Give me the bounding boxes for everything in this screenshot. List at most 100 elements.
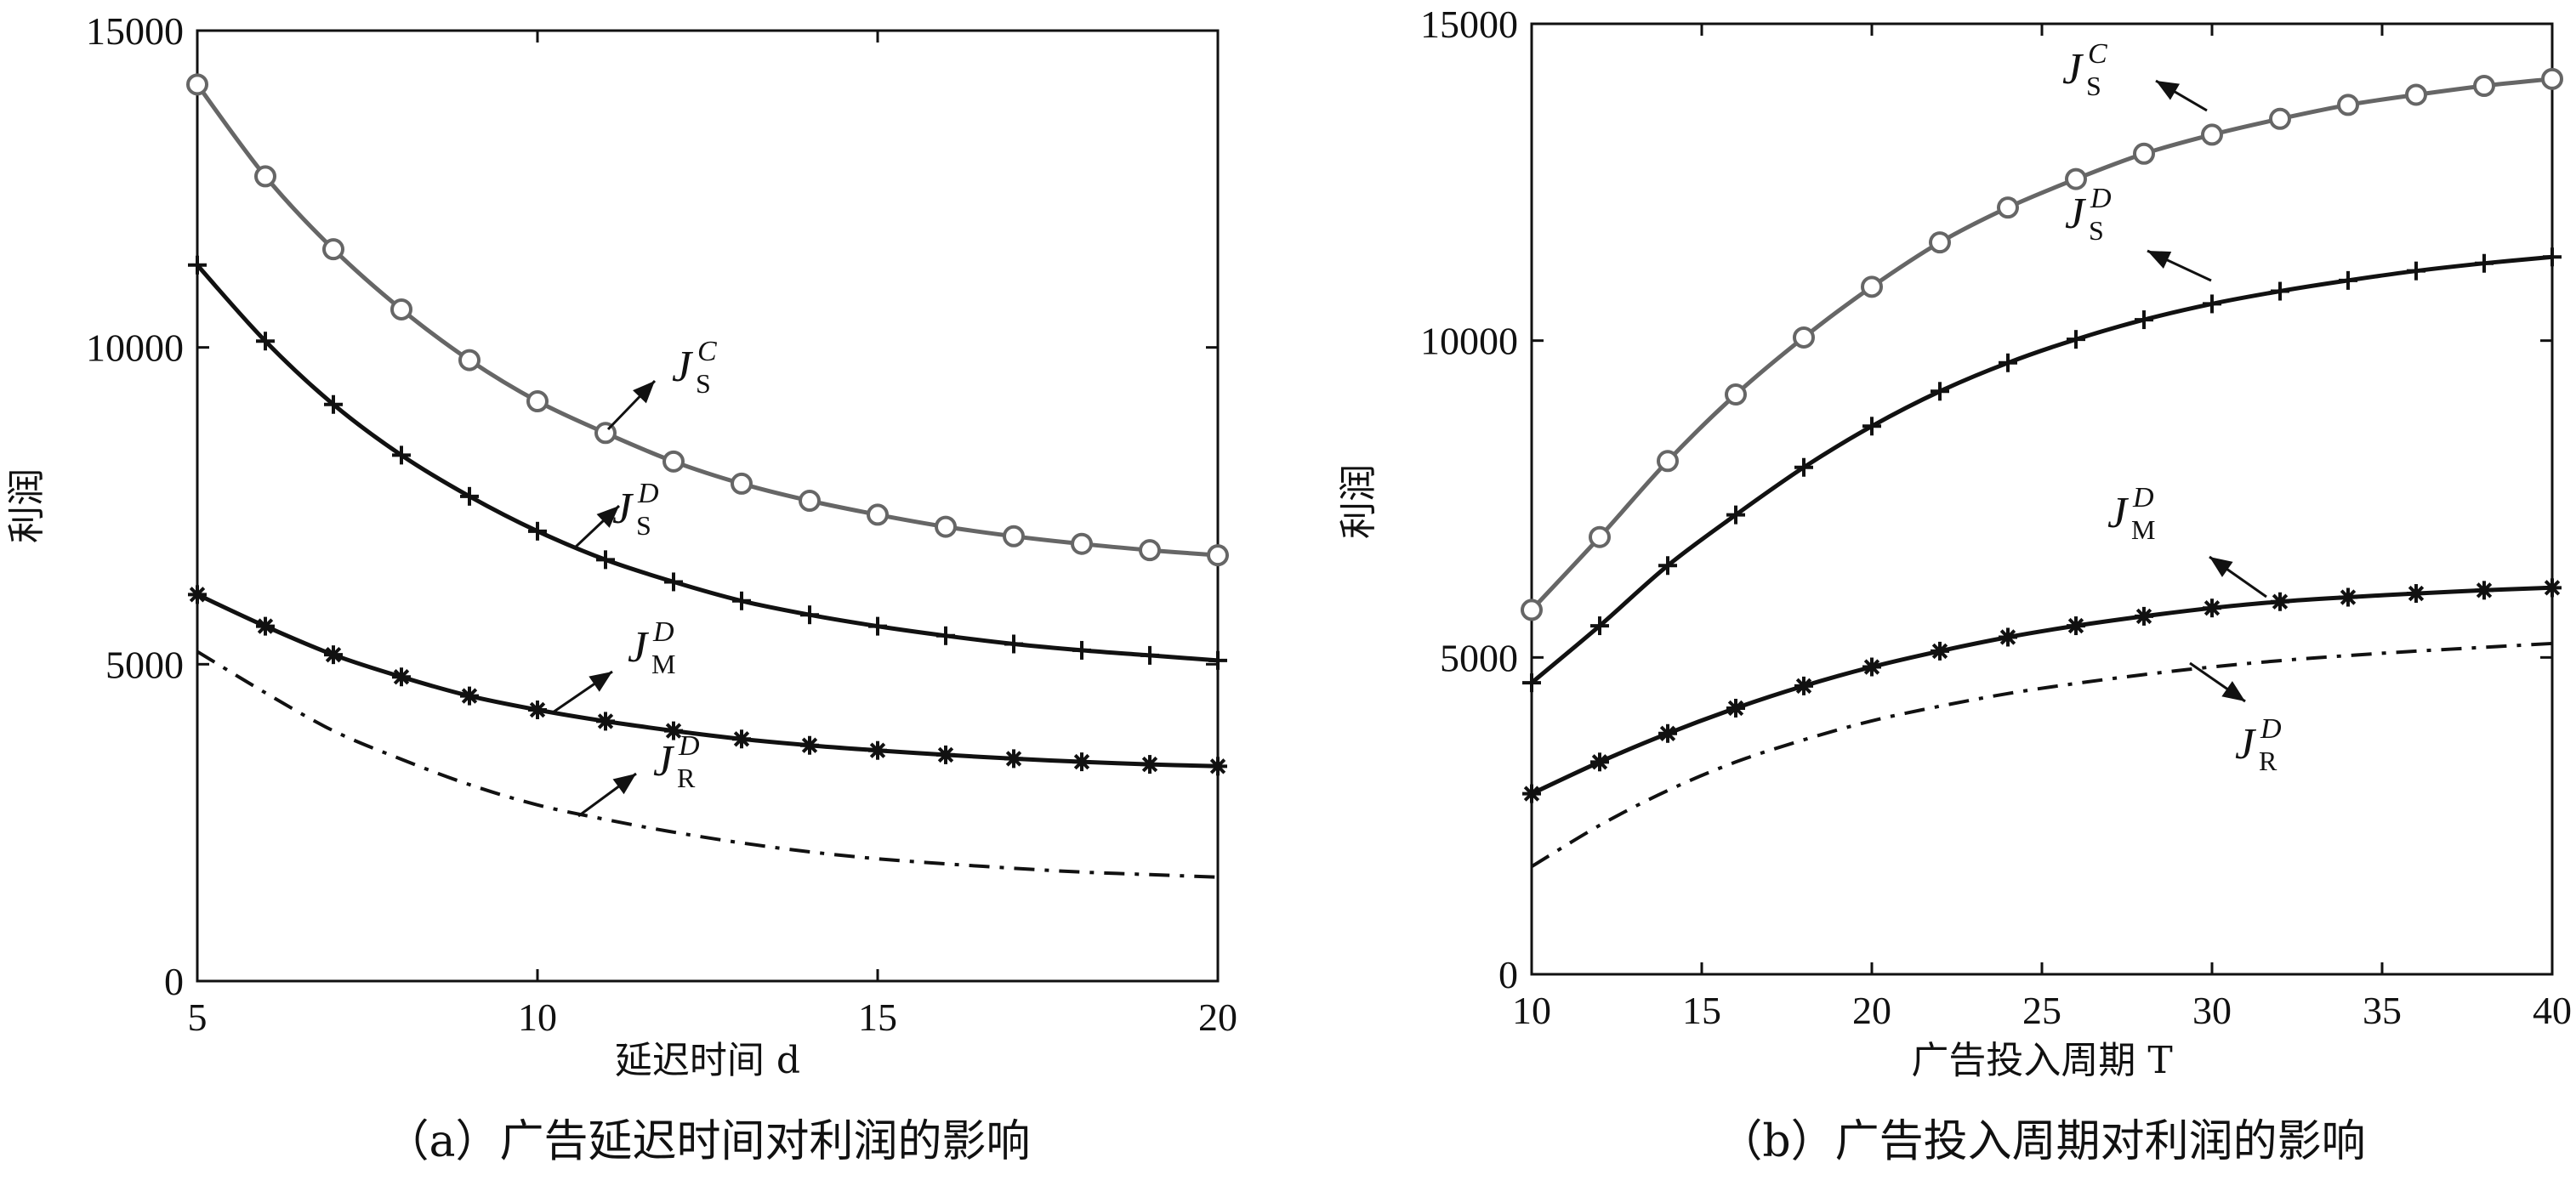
chart-a-label-arrowhead xyxy=(633,381,655,404)
chart-b-point-stroke xyxy=(2067,617,2084,634)
chart-a-xtick-label: 15 xyxy=(858,996,897,1039)
chart-a-point-JMD xyxy=(1072,752,1091,772)
chart-b-xtick-label: 40 xyxy=(2533,989,2572,1032)
chart-b-point-JSD xyxy=(2135,310,2153,330)
chart-b-point-JMD xyxy=(1726,698,1745,718)
chart-a-point-stroke xyxy=(189,587,206,603)
chart-b-xtick-label: 10 xyxy=(1512,989,1551,1032)
chart-b-ylabel: 利润 xyxy=(1337,464,1380,539)
chart-b-label-JSD: J DS xyxy=(2065,183,2212,282)
chart-b-point-JSD xyxy=(2407,261,2425,281)
chart-b-label-JMD: J DM xyxy=(2107,482,2267,599)
chart-a-point-stroke xyxy=(257,618,274,634)
chart-a-point-JSC xyxy=(186,73,208,96)
chart-a-xlabel: 延迟时间 d xyxy=(615,1039,800,1082)
chart-b-label-JSC: J CS xyxy=(2062,38,2208,112)
chart-b-series-line-JSC xyxy=(1530,77,2553,612)
chart-b-point-stroke xyxy=(1591,754,1608,770)
chart-b-series xyxy=(1521,67,2563,869)
chart-b-label-main: J xyxy=(2065,190,2087,238)
chart-b-point-JMD xyxy=(1862,657,1881,677)
chart-a-point-JSC xyxy=(662,450,685,473)
chart-b-point-JSD xyxy=(1999,353,2017,372)
chart-b-point-JMD xyxy=(1931,641,1949,661)
chart-b-point-JMD xyxy=(2203,599,2221,618)
chart-b-point-JSD xyxy=(1658,556,1677,576)
chart-a-point-JSD xyxy=(324,394,343,414)
chart-b-label-sub: S xyxy=(2089,215,2104,246)
chart-a-point-JSC xyxy=(1003,525,1025,547)
chart-b-xtick-label: 35 xyxy=(2363,989,2402,1032)
chart-a-point-JMD xyxy=(460,686,479,706)
chart-b-label-sup: D xyxy=(2260,713,2282,745)
chart-b-frame xyxy=(1530,22,2554,976)
chart-a-point-JSD xyxy=(188,255,207,275)
chart-a-point-JSD xyxy=(800,605,819,625)
chart-a-label-main: J xyxy=(628,623,650,672)
chart-a-point-JMD xyxy=(596,712,615,731)
chart-b-point-JMD xyxy=(2339,587,2357,607)
chart-a-label-JMD: J DM xyxy=(552,616,675,714)
chart-b-point-stroke xyxy=(1863,659,1880,675)
chart-a-point-JMD xyxy=(664,721,683,740)
chart-a-point-stroke xyxy=(1005,751,1022,767)
chart-b-point-JMD xyxy=(1999,627,2017,647)
chart-a-point-JSC xyxy=(322,238,344,261)
chart-a-point-JMD xyxy=(256,616,275,636)
chart-a-point-JSD xyxy=(936,626,955,645)
chart-a-point-stroke xyxy=(529,701,546,718)
chart-b-point-JMD xyxy=(1658,723,1677,743)
chart-a-point-JSC xyxy=(1139,539,1161,562)
chart-b-point-stroke xyxy=(1999,629,2016,645)
chart-a-point-JSC xyxy=(1071,532,1093,555)
chart-b-label-JRD: J DR xyxy=(2189,661,2282,776)
chart-a-ytick-label: 5000 xyxy=(105,643,184,686)
chart-b-point-JSD xyxy=(2271,281,2289,301)
chart-a-point-JSD xyxy=(460,486,479,506)
chart-a-point-stroke xyxy=(1209,758,1226,774)
chart-a-label-JSD: J DS xyxy=(572,478,659,550)
chart-b-point-stroke xyxy=(2204,600,2221,616)
chart-b-point-JSC xyxy=(2541,67,2563,90)
chart-a-point-stroke xyxy=(597,713,614,729)
chart-a-point-JMD xyxy=(732,729,751,749)
chart-b-xtick-label: 30 xyxy=(2192,989,2232,1032)
chart-a-point-JMD xyxy=(1140,755,1159,774)
chart-b-label-sub: R xyxy=(2259,746,2277,776)
chart-b-point-stroke xyxy=(1659,725,1676,741)
chart-b-point-JSC xyxy=(2337,94,2359,116)
chart-a-series-line-JRD xyxy=(196,650,1219,879)
chart-a-series xyxy=(186,73,1229,879)
chart-a-label-sub: R xyxy=(677,763,696,793)
chart-a-ytick-label: 15000 xyxy=(86,9,184,53)
chart-b-xtick-label: 20 xyxy=(1852,989,1891,1032)
chart-b-label-arrowhead xyxy=(2156,81,2181,100)
chart-b-point-JMD xyxy=(2067,616,2085,636)
chart-b-series-line-JSD xyxy=(1530,254,2553,685)
chart-b-label-arrowhead xyxy=(2209,557,2233,577)
chart-b-series-line-JMD xyxy=(1530,585,2553,796)
chart-a-point-stroke xyxy=(869,742,886,758)
chart-b-point-JSD xyxy=(2203,294,2221,314)
chart-b-point-JSD xyxy=(2067,330,2085,349)
chart-b-point-JMD xyxy=(1794,676,1813,695)
chart-b-point-JSD xyxy=(2339,270,2357,290)
chart-a-label-arrowhead xyxy=(596,506,619,528)
chart-a-point-JSD xyxy=(732,591,751,610)
chart-a-label-sup: D xyxy=(678,730,700,762)
chart-a-point-JMD xyxy=(800,735,819,755)
chart-a-point-JSD xyxy=(1140,645,1159,665)
chart-b-point-stroke xyxy=(1795,678,1812,695)
chart-a-point-JSD xyxy=(596,550,615,570)
chart-a-label-main: J xyxy=(672,343,694,391)
chart-a-series-line-JSD xyxy=(196,264,1219,663)
chart-b-point-JSD xyxy=(1794,457,1813,477)
chart-b-point-JSD xyxy=(1590,616,1609,636)
chart-a-point-JSC xyxy=(458,349,481,372)
chart-b-point-JSC xyxy=(2269,107,2291,130)
chart-a-xtick-label: 5 xyxy=(188,996,208,1039)
chart-b-point-JMD xyxy=(2475,581,2494,600)
chart-a-point-JMD xyxy=(868,740,887,760)
chart-b-point-JMD xyxy=(2135,606,2153,626)
